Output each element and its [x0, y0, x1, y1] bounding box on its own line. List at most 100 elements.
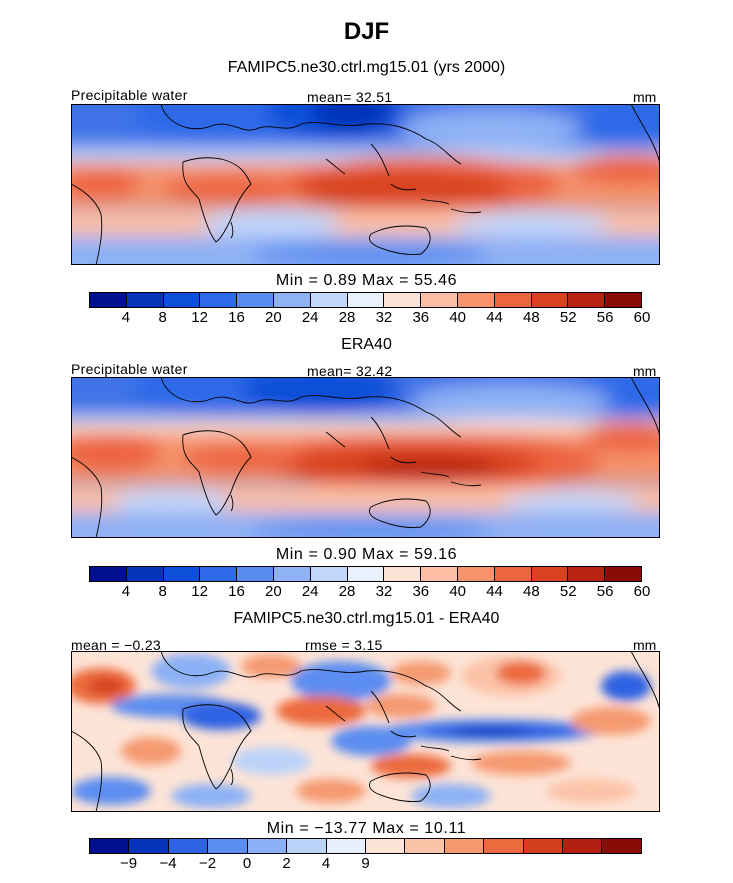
colorbar-swatch [605, 293, 641, 307]
panel1-coastlines [71, 104, 660, 265]
panel3-units-label: mm [633, 637, 657, 653]
panel1-variable-label: Precipitable water [71, 87, 188, 103]
colorbar-tick-label: 0 [242, 855, 252, 872]
colorbar-swatch [457, 567, 495, 581]
colorbar-swatch [200, 567, 238, 581]
colorbar-tick-label: 20 [264, 309, 282, 326]
colorbar-swatch [421, 293, 458, 307]
colorbar-swatch [273, 293, 311, 307]
colorbar-swatch [200, 293, 238, 307]
colorbar-tick-label: 16 [228, 583, 245, 600]
colorbar-tick-label: 32 [375, 309, 393, 326]
colorbar-swatch [384, 567, 422, 581]
colorbar-tick-label: 24 [301, 583, 319, 600]
colorbar-swatch [247, 839, 288, 853]
colorbar-tick-label: 16 [228, 309, 245, 326]
panel1-minmax: Min = 0.89 Max = 55.46 [275, 272, 458, 289]
colorbar-swatch [421, 567, 458, 581]
panel2-coastlines [71, 377, 660, 538]
colorbar-swatch [484, 839, 524, 853]
panel2-units-label: mm [633, 363, 657, 379]
season-title: DJF [343, 18, 390, 45]
colorbar-swatch [457, 293, 495, 307]
colorbar-tick-label: 36 [412, 583, 430, 600]
colorbar-swatch [287, 839, 327, 853]
colorbar-swatch [384, 293, 422, 307]
colorbar-swatch [531, 567, 569, 581]
colorbar-swatch [365, 839, 406, 853]
colorbar-tick-label: 52 [559, 583, 577, 600]
colorbar-swatch [568, 567, 606, 581]
colorbar-tick-label: 44 [486, 309, 503, 326]
colorbar-swatch [494, 293, 532, 307]
colorbar-tick-label: 40 [449, 583, 466, 600]
panel2-mean-label: mean= 32.42 [307, 363, 393, 379]
panel2-map [71, 377, 660, 538]
colorbar-swatch [444, 839, 485, 853]
colorbar-tick-label: 4 [121, 583, 131, 600]
colorbar-swatch [126, 293, 164, 307]
colorbar-tick-label: 28 [338, 583, 356, 600]
panel1-units-label: mm [633, 89, 657, 105]
panel3-minmax: Min = −13.77 Max = 10.11 [266, 820, 467, 837]
colorbar-tick-label: 20 [264, 583, 282, 600]
colorbar-swatch [90, 567, 127, 581]
panel2-field [71, 377, 660, 538]
panel3-subtitle: FAMIPC5.ne30.ctrl.mg15.01 - ERA40 [233, 610, 500, 627]
panel2-minmax: Min = 0.90 Max = 59.16 [275, 546, 458, 563]
colorbar-tick-label: 12 [191, 309, 208, 326]
panel3-mean-label: mean = −0.23 [71, 637, 161, 653]
colorbar-tick-label: 8 [158, 583, 167, 600]
colorbar-tick-label: 48 [523, 309, 540, 326]
colorbar-swatch [168, 839, 209, 853]
colorbar-tick-label: 48 [523, 583, 540, 600]
panel3-colorbar-ticks: −9 −4 −2 0 2 4 9 [89, 855, 642, 873]
colorbar-swatch [90, 839, 130, 853]
colorbar-swatch [129, 839, 169, 853]
colorbar-swatch [273, 567, 311, 581]
colorbar-tick-label: 12 [191, 583, 208, 600]
colorbar-tick-label: 60 [633, 583, 651, 600]
colorbar-tick-label: 44 [486, 583, 503, 600]
panel2-colorbar [89, 566, 642, 582]
colorbar-swatch [90, 293, 127, 307]
colorbar-swatch [326, 839, 366, 853]
colorbar-tick-label: 36 [412, 309, 430, 326]
panel1-mean-label: mean= 32.51 [307, 89, 393, 105]
colorbar-tick-label: 4 [121, 309, 131, 326]
colorbar-swatch [126, 567, 164, 581]
colorbar-swatch [523, 839, 564, 853]
colorbar-tick-label: 4 [321, 855, 331, 872]
colorbar-tick-label: 28 [338, 309, 356, 326]
colorbar-swatch [237, 293, 274, 307]
colorbar-tick-label: 60 [633, 309, 651, 326]
colorbar-swatch [237, 567, 274, 581]
colorbar-swatch [208, 839, 248, 853]
colorbar-tick-label: 8 [158, 309, 167, 326]
colorbar-tick-label: 40 [449, 309, 466, 326]
colorbar-tick-label: 52 [559, 309, 577, 326]
colorbar-swatch [531, 293, 569, 307]
panel2-subtitle: ERA40 [341, 336, 392, 353]
colorbar-swatch [568, 293, 606, 307]
colorbar-swatch [310, 293, 348, 307]
colorbar-swatch [163, 567, 201, 581]
colorbar-tick-label: −4 [159, 855, 177, 872]
colorbar-swatch [347, 567, 385, 581]
panel1-colorbar-ticks: 4 8 12 16 20 24 28 32 36 40 44 48 52 56 60 [89, 309, 651, 327]
colorbar-tick-label: 56 [596, 309, 614, 326]
colorbar-tick-label: 2 [282, 855, 291, 872]
colorbar-swatch [310, 567, 348, 581]
colorbar-tick-label: −2 [198, 855, 217, 872]
panel3-field [71, 651, 660, 812]
colorbar-tick-label: 9 [361, 855, 370, 872]
panel1-map [71, 104, 660, 265]
colorbar-swatch [405, 839, 445, 853]
panel3-rmse-label: rmse = 3.15 [305, 637, 383, 653]
panel3-colorbar [89, 838, 642, 854]
colorbar-swatch [163, 293, 201, 307]
panel1-field [71, 104, 660, 265]
panel1-subtitle: FAMIPC5.ne30.ctrl.mg15.01 (yrs 2000) [227, 59, 506, 76]
colorbar-swatch [605, 567, 641, 581]
panel3-coastlines [71, 651, 660, 812]
